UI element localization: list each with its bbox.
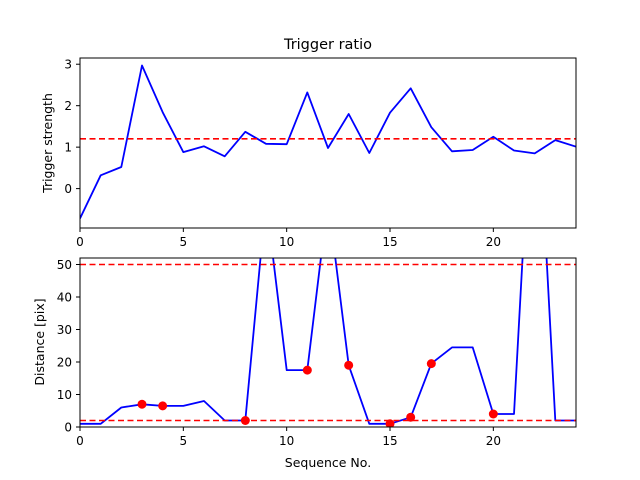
x-tick-label: 15 bbox=[382, 235, 397, 249]
data-point bbox=[426, 359, 436, 369]
distance-axes-frame bbox=[79, 257, 577, 428]
data-point bbox=[302, 365, 312, 375]
distance-ticks: 0 5 10 15 20 0 10 20 30 40 50 bbox=[57, 258, 501, 448]
trigger-ratio-ticks: 0 5 10 15 20 0 1 2 3 bbox=[64, 58, 501, 249]
distance-ylabel: Distance [pix] bbox=[32, 298, 47, 385]
y-tick-label: 0 bbox=[64, 421, 72, 435]
distance-marks bbox=[80, 258, 576, 427]
data-point bbox=[406, 412, 416, 422]
trigger-ratio-marks bbox=[80, 64, 576, 219]
x-tick-label: 10 bbox=[279, 434, 294, 448]
data-point bbox=[344, 360, 354, 370]
x-tick-label: 10 bbox=[279, 235, 294, 249]
x-tick-label: 20 bbox=[486, 434, 501, 448]
series-line bbox=[80, 64, 576, 219]
distance-plot: 0 5 10 15 20 0 10 20 30 40 50 Sequence No. Distanc… bbox=[32, 257, 577, 470]
data-point bbox=[158, 401, 168, 411]
y-tick-label: 40 bbox=[57, 291, 72, 305]
data-point bbox=[488, 409, 498, 419]
trigger-ratio-axes-frame bbox=[79, 57, 577, 229]
trigger-ratio-title: Trigger ratio bbox=[283, 37, 372, 53]
data-point bbox=[137, 399, 147, 409]
distance-xlabel: Sequence No. bbox=[285, 455, 371, 470]
y-tick-label: 50 bbox=[57, 258, 72, 272]
x-tick-label: 5 bbox=[180, 235, 188, 249]
trigger-ratio-ylabel: Trigger strength bbox=[40, 93, 55, 194]
y-tick-label: 10 bbox=[57, 388, 72, 402]
y-tick-label: 3 bbox=[64, 58, 72, 72]
y-tick-label: 1 bbox=[64, 141, 72, 155]
x-tick-label: 15 bbox=[382, 434, 397, 448]
x-tick-label: 5 bbox=[180, 434, 188, 448]
x-tick-label: 0 bbox=[76, 235, 84, 249]
x-tick-label: 20 bbox=[486, 235, 501, 249]
x-tick-label: 0 bbox=[76, 434, 84, 448]
y-tick-label: 2 bbox=[64, 99, 72, 113]
y-tick-label: 0 bbox=[64, 182, 72, 196]
distance-axes-background bbox=[80, 258, 576, 427]
y-tick-label: 30 bbox=[57, 323, 72, 337]
y-tick-label: 20 bbox=[57, 356, 72, 370]
